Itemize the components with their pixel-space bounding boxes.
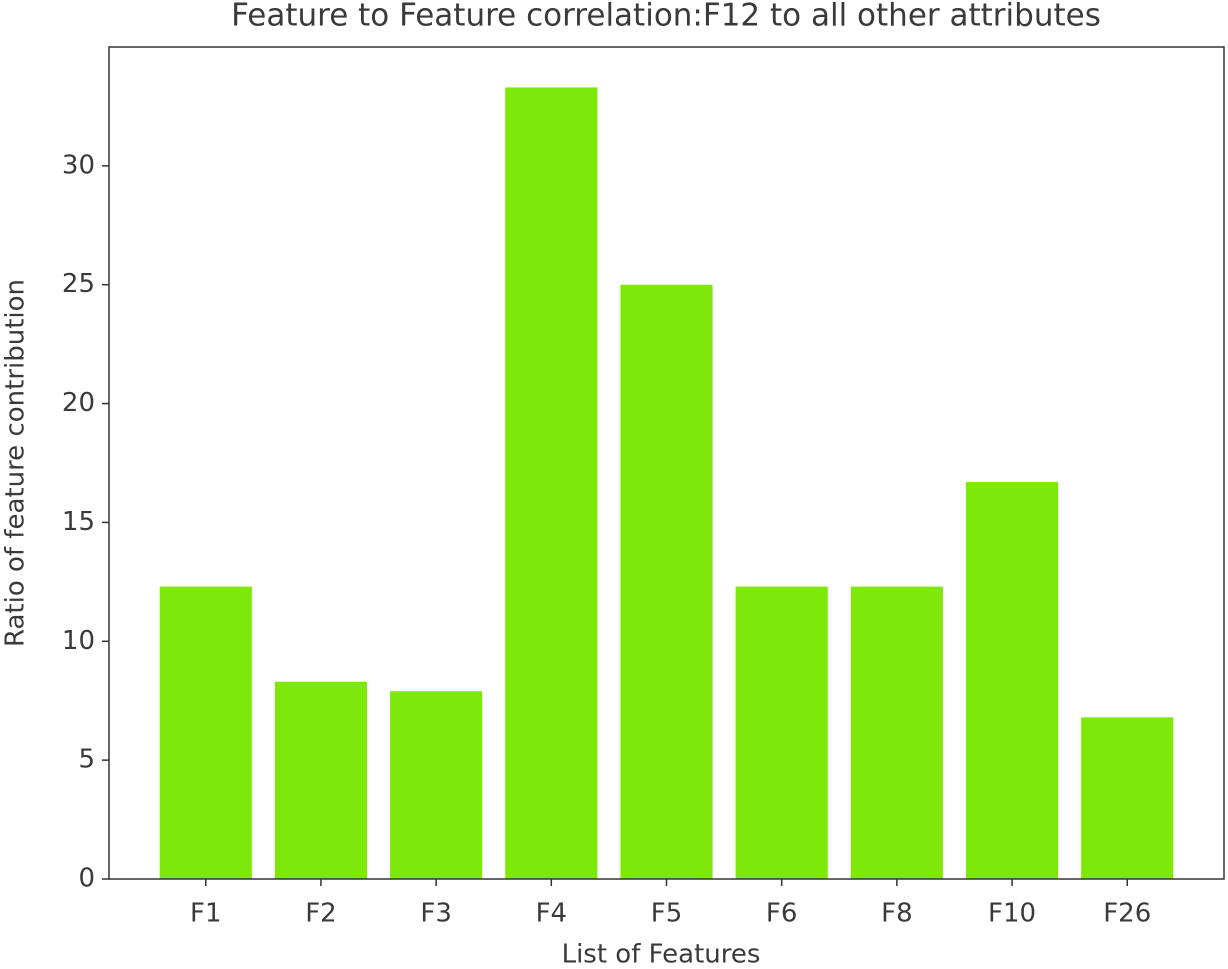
y-axis-label: Ratio of feature contribution: [1, 279, 31, 647]
y-tick-label: 20: [62, 388, 95, 418]
bar: [390, 691, 483, 879]
x-tick-label: F6: [766, 899, 798, 929]
y-tick-label: 10: [62, 626, 95, 656]
x-tick-label: F4: [536, 899, 568, 929]
y-tick-label: 30: [62, 150, 95, 180]
y-tick-label: 25: [62, 269, 95, 299]
bar: [274, 681, 368, 879]
bar: [505, 87, 598, 879]
x-tick-label: F2: [305, 899, 337, 929]
x-tick-label: F5: [651, 899, 683, 929]
bar: [620, 284, 713, 879]
x-tick-label: F8: [881, 899, 913, 929]
plot-frame: [108, 46, 1225, 880]
bar: [850, 586, 943, 879]
x-axis-label: List of Features: [562, 940, 761, 969]
x-tick-label: F1: [190, 899, 222, 929]
x-tick-label: F10: [988, 899, 1036, 929]
chart-title: Feature to Feature correlation:F12 to al…: [231, 0, 1101, 34]
y-tick-label: 0: [78, 864, 95, 894]
bar: [735, 586, 828, 879]
bar: [965, 482, 1059, 879]
y-tick-label: 5: [78, 745, 95, 775]
x-tick-label: F3: [420, 899, 452, 929]
bar: [1081, 717, 1174, 879]
y-tick-label: 15: [62, 507, 95, 537]
x-tick-label: F26: [1103, 899, 1151, 929]
bar: [159, 586, 252, 879]
